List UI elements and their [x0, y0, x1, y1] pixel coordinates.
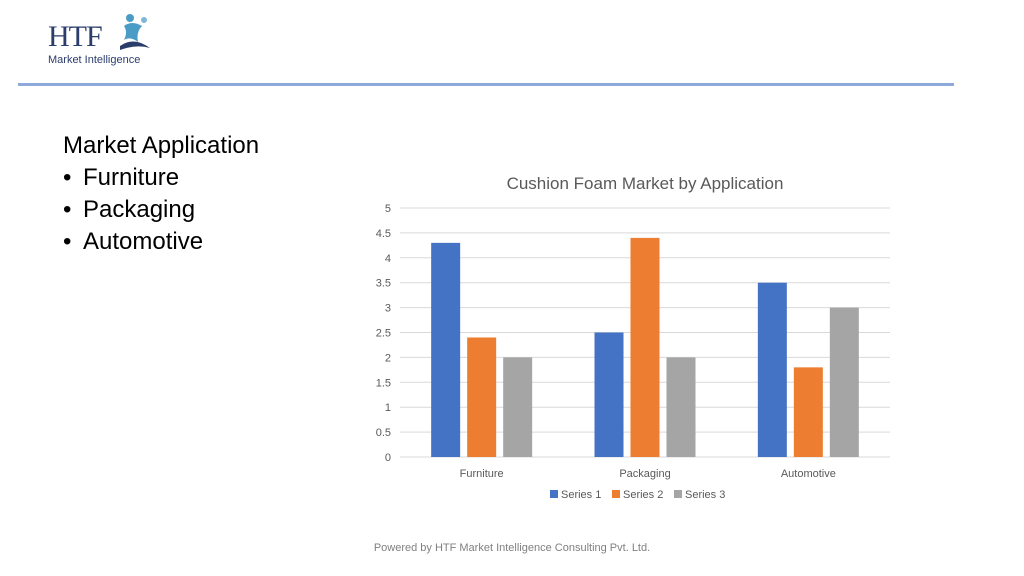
- x-tick-label: Furniture: [460, 468, 504, 480]
- logo-subtitle: Market Intelligence: [48, 54, 141, 66]
- bar: [757, 282, 787, 457]
- list-item-label: Packaging: [83, 196, 196, 223]
- bar: [666, 357, 696, 457]
- y-tick-label: 4.5: [376, 228, 391, 240]
- y-tick-label: 1.5: [376, 377, 391, 389]
- list-item-label: Automotive: [83, 228, 204, 255]
- legend-swatch: [674, 490, 682, 498]
- x-tick-label: Packaging: [619, 468, 670, 480]
- list-item: • Automotive: [63, 228, 204, 255]
- bar: [793, 367, 823, 457]
- y-tick-label: 0: [385, 452, 391, 464]
- list-item-label: Furniture: [83, 164, 180, 191]
- legend-swatch: [550, 490, 558, 498]
- bar: [594, 332, 624, 457]
- y-tick-label: 1: [385, 402, 391, 414]
- bar: [503, 357, 533, 457]
- chart-title: Cushion Foam Market by Application: [507, 174, 784, 193]
- logo-emblem-icon: [120, 14, 150, 50]
- y-tick-label: 2: [385, 352, 391, 364]
- list-item: • Packaging: [63, 196, 196, 223]
- bar: [829, 307, 859, 457]
- header-divider: [18, 83, 954, 86]
- list-heading: Market Application: [63, 132, 260, 159]
- y-tick-label: 4: [385, 253, 391, 265]
- legend-swatch: [612, 490, 620, 498]
- list-item: • Furniture: [63, 164, 180, 191]
- y-tick-label: 3.5: [376, 278, 391, 290]
- legend-label: Series 2: [623, 489, 663, 501]
- y-tick-label: 5: [385, 203, 391, 215]
- bar: [630, 237, 660, 457]
- market-application-list: Market Application • Furniture • Packaging…: [63, 130, 259, 258]
- bar: [467, 337, 497, 457]
- x-tick-label: Automotive: [781, 468, 836, 480]
- y-tick-label: 2.5: [376, 328, 391, 340]
- footer-credit: Powered by HTF Market Intelligence Consu…: [373, 542, 651, 554]
- legend-label: Series 1: [561, 489, 601, 501]
- logo-letters: HTF: [48, 20, 103, 53]
- y-tick-label: 3: [385, 303, 391, 315]
- y-tick-label: 0.5: [376, 427, 391, 439]
- bar-chart: Cushion Foam Market by Application 0 0.5 1 1…: [376, 174, 890, 501]
- htf-logo: HTF Market Intelligence: [44, 12, 154, 72]
- bar: [431, 242, 461, 457]
- bullet-list: • Furniture • Packaging • Automotive: [63, 162, 259, 258]
- legend-label: Series 3: [685, 489, 725, 501]
